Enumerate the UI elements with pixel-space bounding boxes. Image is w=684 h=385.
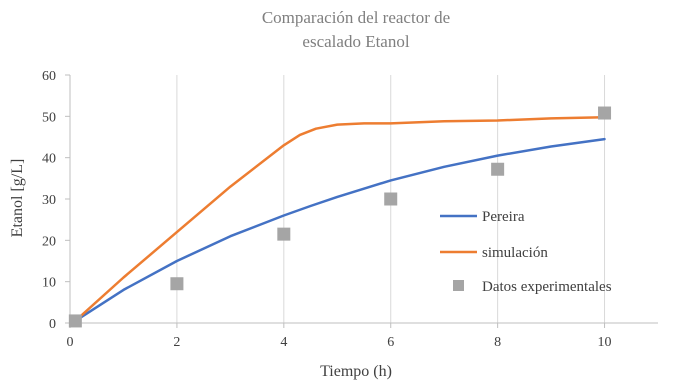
x-tick-label: 4 bbox=[280, 335, 287, 350]
x-tick-label: 2 bbox=[173, 335, 180, 350]
series bbox=[68, 106, 612, 328]
legend-label-2: Datos experimentales bbox=[482, 279, 612, 295]
y-tick-label: 60 bbox=[42, 69, 56, 84]
x-tick-labels: 0 2 4 6 8 10 bbox=[67, 335, 612, 350]
series-line-1 bbox=[74, 115, 606, 323]
x-tick-label: 0 bbox=[67, 335, 74, 350]
y-axis-label: Etanol [g/L] bbox=[9, 159, 26, 238]
x-tick-label: 6 bbox=[387, 335, 394, 350]
y-tick-labels: 0 10 20 30 40 50 60 bbox=[42, 69, 56, 332]
y-tick-label: 30 bbox=[42, 193, 56, 208]
chart-title: Comparación del reactor de escalado Etano… bbox=[262, 8, 450, 51]
axes bbox=[65, 74, 658, 328]
x-tick-label: 10 bbox=[598, 335, 612, 350]
y-tick-label: 40 bbox=[42, 152, 56, 167]
data-point bbox=[277, 227, 291, 241]
y-tick-label: 10 bbox=[42, 276, 56, 291]
legend-label-0: Pereira bbox=[482, 209, 525, 225]
legend-label-1: simulación bbox=[482, 245, 548, 261]
x-axis-label: Tiempo (h) bbox=[320, 363, 392, 380]
y-tick-label: 50 bbox=[42, 110, 56, 125]
x-tick-label: 8 bbox=[494, 335, 501, 350]
data-point bbox=[491, 162, 505, 176]
chart-title-line: escalado Etanol bbox=[302, 32, 409, 51]
data-point bbox=[598, 106, 612, 120]
data-point bbox=[170, 277, 184, 291]
legend-swatch-2 bbox=[453, 280, 464, 291]
y-tick-label: 0 bbox=[49, 317, 56, 332]
y-tick-label: 20 bbox=[42, 234, 56, 249]
chart-title-line: Comparación del reactor de bbox=[262, 8, 450, 27]
data-point bbox=[68, 314, 82, 328]
series-line-0 bbox=[74, 137, 606, 323]
data-point bbox=[384, 192, 398, 206]
legend: Pereira simulación Datos experimentales bbox=[440, 209, 612, 295]
